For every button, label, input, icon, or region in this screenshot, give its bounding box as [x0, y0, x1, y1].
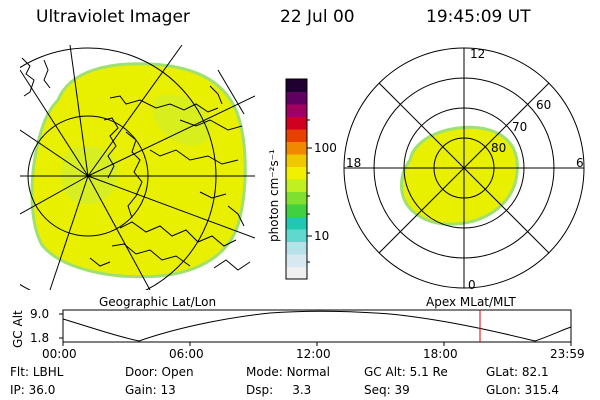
altitude-xtick-0000: 00:00: [42, 347, 77, 361]
status-gc-alt-value: 5.1 Re: [409, 365, 448, 379]
altitude-curve: [62, 310, 572, 342]
mlat-label-70: 70: [512, 120, 528, 134]
colorbar-segment: [286, 229, 307, 242]
colorbar-segment: [286, 141, 307, 155]
mlt-label-18: 18: [346, 156, 362, 170]
colorbar-frame: [285, 78, 308, 280]
altitude-ytick-1-8: 1.8: [30, 331, 50, 345]
colorbar-segment: [286, 129, 307, 142]
auroral-image-fill: [30, 62, 247, 279]
status-glon: GLon: 315.4: [486, 384, 559, 396]
status-glon-label: GLon:: [486, 383, 521, 397]
status-flt: Flt: LBHL: [10, 366, 63, 378]
colorbar-segment: [286, 79, 307, 92]
mlt-label-12: 12: [470, 47, 486, 61]
status-mode-value: Normal: [286, 365, 330, 379]
instrument-title: Ultraviolet Imager: [36, 7, 190, 27]
date-label: 22 Jul 00: [280, 7, 355, 27]
geographic-image: [20, 45, 255, 290]
geographic-caption: Geographic Lat/Lon: [99, 295, 217, 309]
status-gc-alt: GC Alt: 5.1 Re: [364, 366, 448, 378]
colorbar-segment: [286, 179, 307, 192]
status-flt-label: Flt:: [10, 365, 29, 379]
status-dsp: Dsp: 3.3: [246, 384, 311, 396]
status-door-label: Door:: [125, 365, 158, 379]
status-glat-value: 82.1: [521, 365, 549, 379]
altitude-xtick-2359: 23:59: [550, 347, 585, 361]
colorbar-tick-10: 10: [314, 229, 330, 243]
auroral-oval-fill: [400, 125, 519, 226]
mlt-grid: [343, 47, 585, 289]
colorbar-segment: [286, 216, 307, 230]
mlt-label-6: 6: [576, 156, 584, 170]
altitude-ticks: [59, 313, 572, 346]
status-glat-label: GLat:: [486, 365, 519, 379]
colorbar-segment: [286, 241, 307, 255]
status-glat: GLat: 82.1: [486, 366, 549, 378]
mlat-label-60: 60: [536, 98, 552, 112]
status-seq: Seq: 39: [364, 384, 410, 396]
status-door: Door: Open: [125, 366, 194, 378]
altitude-xtick-1800: 18:00: [423, 347, 458, 361]
status-ip-label: IP:: [10, 383, 25, 397]
altitude-frame: [62, 309, 572, 343]
status-gain-value: 13: [160, 383, 176, 397]
colorbar-segment: [286, 166, 307, 180]
status-flt-value: LBHL: [32, 365, 64, 379]
altitude-xtick-0600: 06:00: [169, 347, 204, 361]
colorbar-segment: [286, 266, 307, 280]
altitude-ylabel: GC Alt: [11, 310, 25, 348]
status-seq-value: 39: [394, 383, 410, 397]
colorbar-segment: [286, 104, 307, 117]
altitude-plot: [59, 309, 572, 346]
colorbar-segment: [286, 204, 307, 217]
status-glon-value: 315.4: [524, 383, 559, 397]
colorbar: [286, 79, 307, 280]
latlon-grid: [20, 45, 255, 290]
coastlines: [21, 57, 251, 271]
colorbar-tick-100: 100: [314, 141, 337, 155]
status-dsp-value: 3.3: [292, 383, 312, 397]
colorbar-segment: [286, 116, 307, 130]
status-gc-alt-label: GC Alt:: [364, 365, 406, 379]
status-mode: Mode: Normal: [246, 366, 330, 378]
altitude-ytick-9: 9.0: [30, 307, 50, 321]
mlat-label-80: 80: [491, 141, 507, 155]
status-ip: IP: 36.0: [10, 384, 55, 396]
status-door-value: Open: [161, 365, 194, 379]
status-gain-label: Gain:: [125, 383, 157, 397]
colorbar-ticks: [307, 119, 312, 263]
mlt-caption: Apex MLat/MLT: [426, 295, 516, 309]
time-label: 19:45:09 UT: [426, 7, 531, 27]
status-ip-value: 36.0: [28, 383, 56, 397]
status-gain: Gain: 13: [125, 384, 176, 396]
altitude-xtick-1200: 12:00: [296, 347, 331, 361]
status-mode-label: Mode:: [246, 365, 283, 379]
status-seq-label: Seq:: [364, 383, 391, 397]
colorbar-segment: [286, 154, 307, 167]
colorbar-unit-label: photon cm⁻²s⁻¹: [267, 149, 281, 242]
status-dsp-label: Dsp:: [246, 383, 274, 397]
mlt-image: [400, 125, 519, 226]
mlt-label-0: 0: [468, 278, 476, 292]
colorbar-segment: [286, 91, 307, 105]
colorbar-segment: [286, 254, 307, 267]
colorbar-segment: [286, 191, 307, 205]
